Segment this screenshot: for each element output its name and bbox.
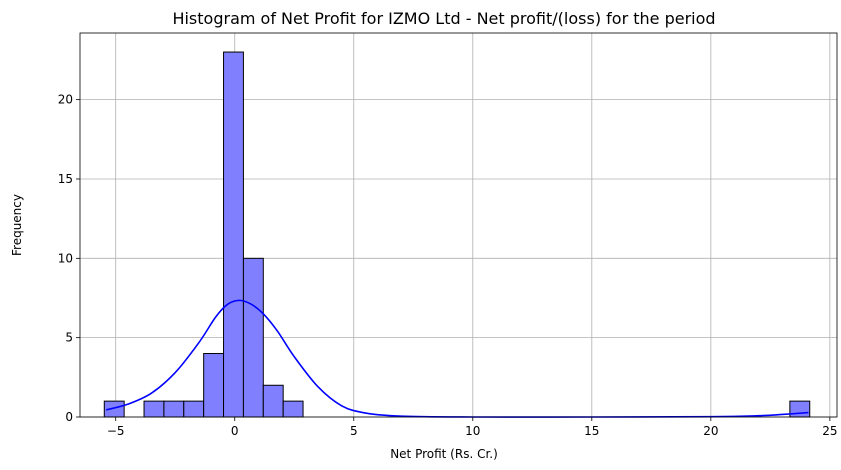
x-axis-ticks: −5 0 5 10 15 20 25	[107, 417, 837, 438]
histogram-bar	[262, 384, 284, 418]
y-tick-label: 10	[58, 251, 73, 265]
histogram-bars	[103, 51, 811, 418]
histogram-bar	[183, 400, 205, 418]
y-tick-label: 5	[65, 331, 73, 345]
x-axis-label: Net Profit (Rs. Cr.)	[390, 447, 498, 461]
histogram-bar	[242, 257, 264, 418]
x-tick-label: 25	[822, 424, 837, 438]
chart-title: Histogram of Net Profit for IZMO Ltd - N…	[172, 9, 715, 28]
x-tick-label: 5	[350, 424, 358, 438]
x-tick-label: −5	[107, 424, 125, 438]
y-axis-label: Frequency	[10, 194, 24, 256]
x-tick-label: 10	[465, 424, 480, 438]
histogram-bar	[789, 400, 811, 418]
histogram-bar	[143, 400, 165, 418]
grid-lines	[80, 33, 837, 418]
y-tick-label: 0	[65, 410, 73, 424]
y-tick-label: 20	[58, 93, 73, 107]
x-tick-label: 15	[584, 424, 599, 438]
plot-frame	[79, 32, 838, 418]
y-tick-label: 15	[58, 172, 73, 186]
y-axis-ticks: 0 5 10 15 20	[58, 93, 80, 424]
histogram-bar	[163, 400, 185, 418]
histogram-bar	[203, 353, 225, 418]
histogram-bar	[223, 51, 244, 418]
histogram-bar	[282, 400, 304, 418]
x-tick-label: 0	[231, 424, 239, 438]
x-tick-label: 20	[703, 424, 718, 438]
